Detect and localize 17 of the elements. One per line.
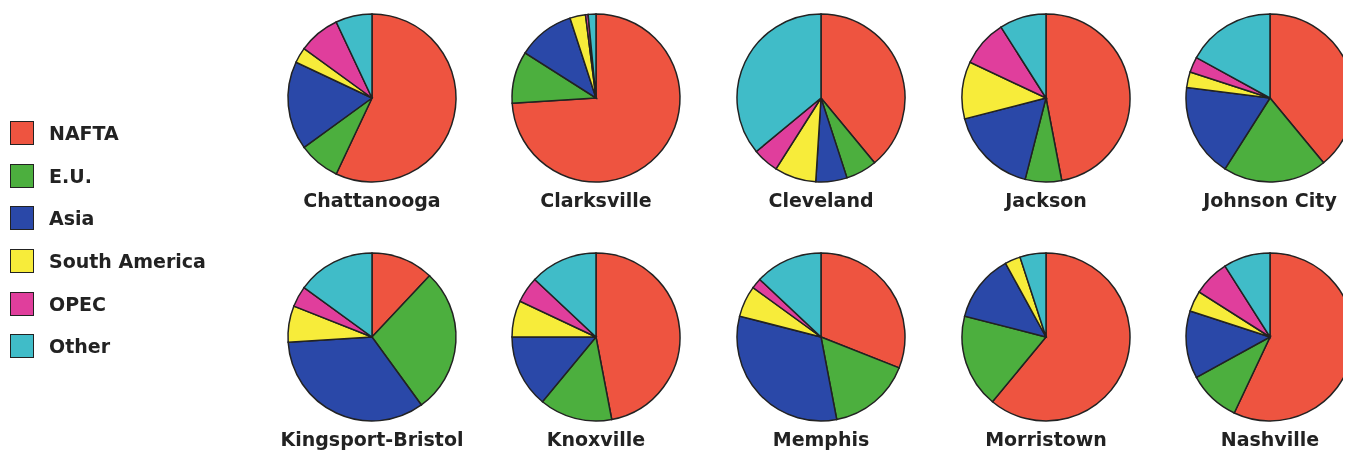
legend-label: OPEC	[49, 292, 106, 315]
legend-label: South America	[49, 250, 206, 273]
legend-label: Other	[49, 335, 111, 358]
text: Clarksville	[539, 189, 653, 211]
legend-label: Asia	[49, 207, 95, 230]
legend-label: E.U.	[49, 164, 92, 187]
text: Johnson City	[1201, 189, 1338, 211]
text: Kingsport-Bristol	[279, 428, 465, 450]
text: Memphis	[771, 428, 871, 450]
text: Jackson	[1003, 189, 1088, 211]
legend-label: NAFTA	[49, 122, 119, 145]
text: Knoxville	[545, 428, 647, 450]
text: Nashville	[1219, 428, 1321, 450]
pie-slice	[511, 13, 681, 183]
text: Chattanooga	[302, 189, 442, 211]
text: Morristown	[984, 428, 1108, 450]
text: Cleveland	[767, 189, 875, 211]
